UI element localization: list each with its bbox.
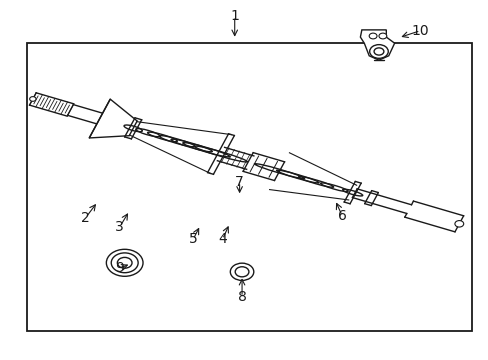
Ellipse shape: [373, 48, 383, 55]
Ellipse shape: [106, 249, 143, 276]
Ellipse shape: [235, 267, 248, 277]
Text: 5: 5: [188, 233, 197, 246]
Text: 6: 6: [337, 209, 346, 223]
Polygon shape: [89, 99, 137, 138]
Ellipse shape: [454, 221, 463, 227]
Text: 10: 10: [411, 24, 428, 37]
Text: 4: 4: [218, 233, 226, 246]
Text: 7: 7: [235, 175, 244, 189]
Polygon shape: [360, 30, 394, 60]
Text: 1: 1: [230, 9, 239, 23]
Text: 2: 2: [81, 211, 90, 225]
Ellipse shape: [117, 257, 132, 268]
Ellipse shape: [369, 45, 387, 58]
Ellipse shape: [230, 263, 253, 280]
Ellipse shape: [111, 253, 138, 273]
Text: 9: 9: [115, 261, 124, 275]
Text: 3: 3: [115, 220, 124, 234]
Ellipse shape: [368, 33, 376, 39]
Ellipse shape: [30, 96, 36, 101]
Text: 8: 8: [237, 290, 246, 304]
Ellipse shape: [378, 33, 386, 39]
